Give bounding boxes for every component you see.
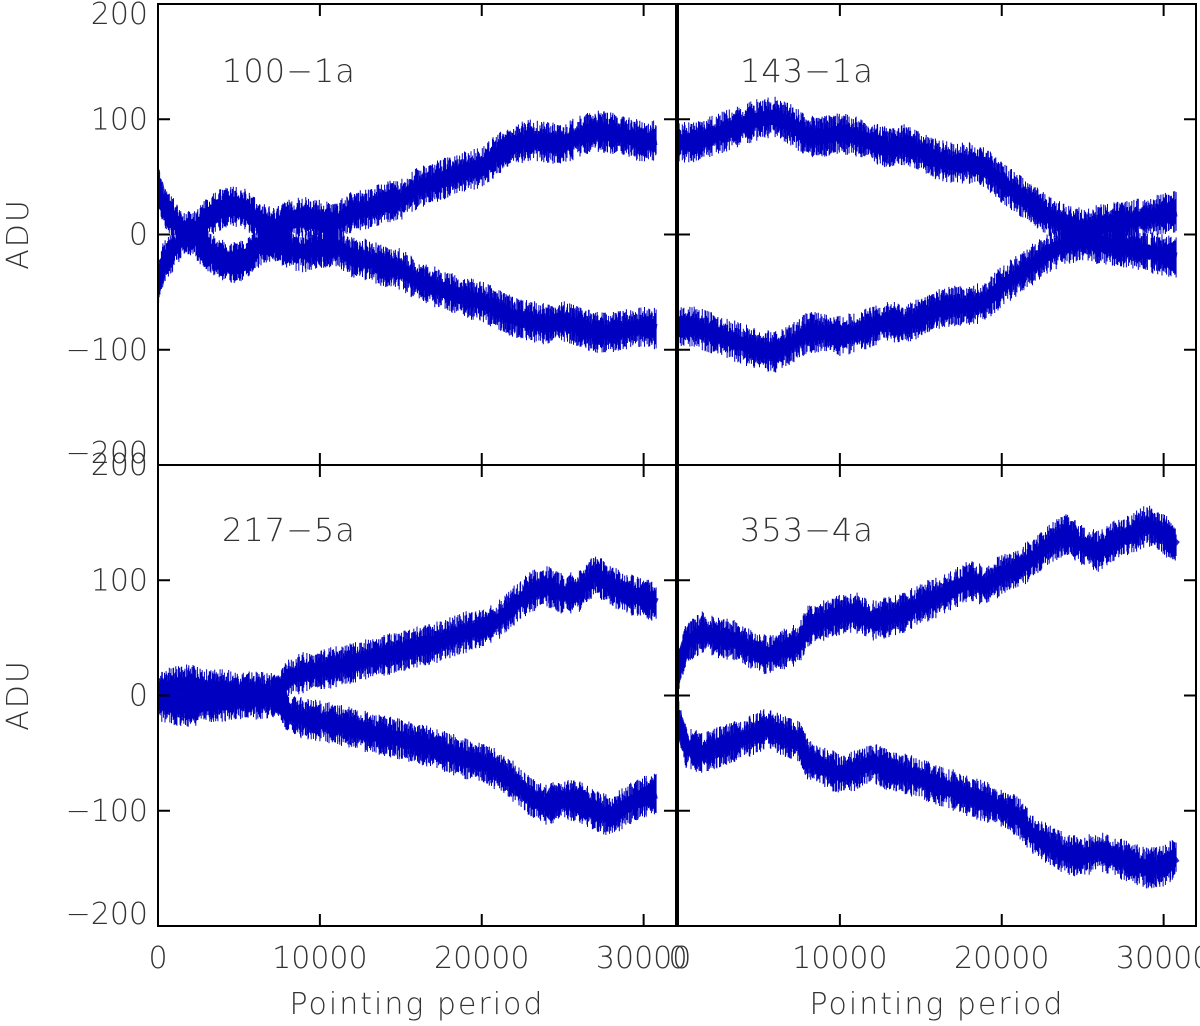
series-353-4a-upper-noise bbox=[678, 505, 1177, 689]
y-tick-label-100-1a--100: −100 bbox=[66, 333, 148, 368]
plot-area-143-1a bbox=[678, 96, 1178, 373]
y-tick-label-100-1a-200: 200 bbox=[91, 0, 148, 32]
panel-title-143-1a: 143−1a bbox=[740, 52, 874, 90]
panel-title-100-1a: 100−1a bbox=[222, 52, 356, 90]
x-tick-label-217-5a-10000: 10000 bbox=[272, 941, 367, 976]
panel-100-1a: −200 −100 0 100 200 100−1a ADU bbox=[1, 0, 677, 471]
series-layer-100-1a bbox=[158, 110, 658, 353]
ticks-217-5a: 0 10000 20000 30000 −200 −100 0 100 200 bbox=[66, 448, 692, 976]
series-353-4a-lower-noise bbox=[678, 700, 1177, 889]
y-tick-label-217-5a-200: 200 bbox=[91, 448, 148, 483]
y-tick-label-217-5a--100: −100 bbox=[66, 794, 148, 829]
plot-area-217-5a bbox=[158, 556, 659, 835]
panel-217-5a: 0 10000 20000 30000 −200 −100 0 100 200 217−5a A… bbox=[1, 448, 691, 1022]
y-tick-label-217-5a-100: 100 bbox=[91, 563, 148, 598]
y-tick-label-217-5a--200: −200 bbox=[66, 897, 148, 932]
y-tick-label-100-1a--200: −200 bbox=[66, 436, 148, 471]
x-axis-label-left: Pointing period bbox=[290, 987, 545, 1022]
ticks-353-4a: 0 10000 20000 30000 bbox=[668, 464, 1200, 976]
x-tick-label-217-5a-20000: 20000 bbox=[434, 941, 529, 976]
y-axis-label-top: ADU bbox=[1, 198, 36, 270]
panel-353-4a: 0 10000 20000 30000 353−4a Pointing period bbox=[668, 464, 1200, 1022]
series-217-5a-lower-noise bbox=[158, 675, 657, 835]
series-layer-143-1a bbox=[678, 96, 1178, 373]
ticks-100-1a: −200 −100 0 100 200 bbox=[66, 0, 676, 471]
x-tick-label-217-5a-30000: 30000 bbox=[596, 941, 691, 976]
plot-area-353-4a bbox=[678, 505, 1180, 889]
x-tick-label-353-4a-0: 0 bbox=[668, 941, 687, 976]
series-143-1a-upper-noise bbox=[678, 96, 1177, 249]
x-tick-label-217-5a-0: 0 bbox=[148, 941, 167, 976]
x-axis-label-right: Pointing period bbox=[810, 987, 1065, 1022]
x-tick-label-353-4a-30000: 30000 bbox=[1116, 941, 1200, 976]
series-layer-353-4a bbox=[678, 505, 1180, 889]
y-axis-label-bottom: ADU bbox=[1, 659, 36, 731]
x-tick-label-353-4a-10000: 10000 bbox=[792, 941, 887, 976]
panel-title-217-5a: 217−5a bbox=[222, 511, 356, 549]
y-tick-label-217-5a-0: 0 bbox=[129, 679, 148, 714]
series-layer-217-5a bbox=[158, 556, 659, 835]
y-tick-label-100-1a-0: 0 bbox=[129, 218, 148, 253]
y-tick-label-100-1a-100: 100 bbox=[91, 102, 148, 137]
panel-143-1a: 143−1a bbox=[677, 3, 1197, 466]
x-tick-label-353-4a-20000: 20000 bbox=[954, 941, 1049, 976]
series-100-1a-lower-noise bbox=[158, 211, 657, 353]
series-143-1a-lower-noise bbox=[678, 220, 1177, 373]
plot-area-100-1a bbox=[158, 110, 658, 353]
panel-title-353-4a: 353−4a bbox=[740, 511, 874, 549]
